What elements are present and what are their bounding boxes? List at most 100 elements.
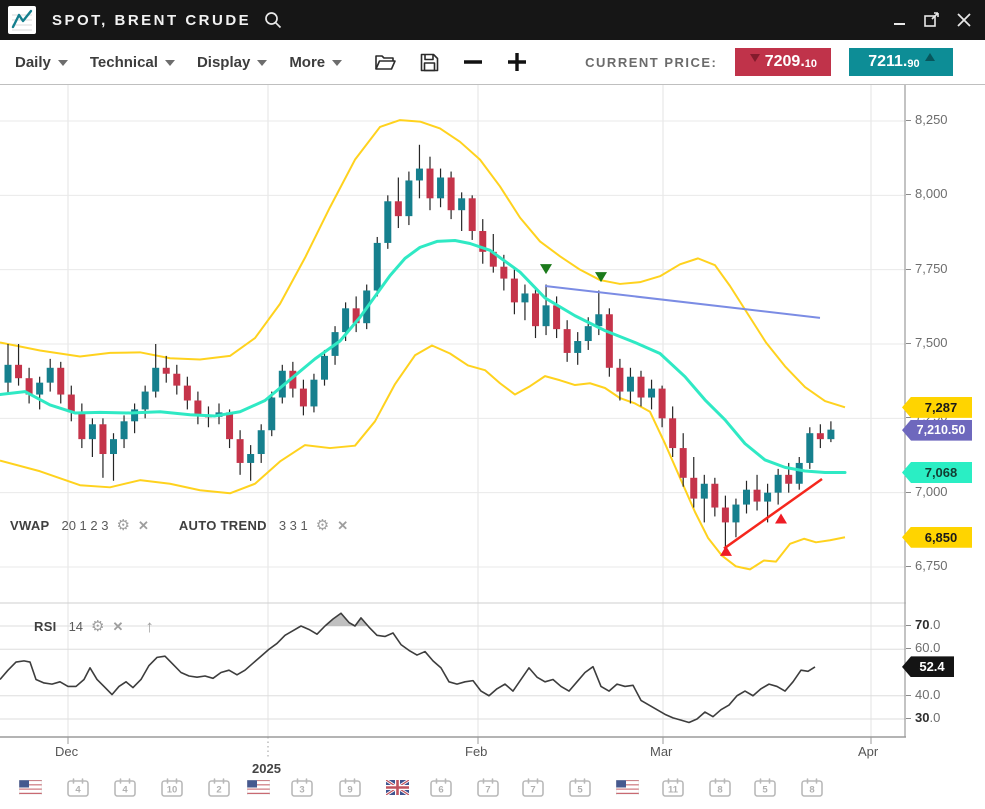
- event-calendar-icon[interactable]: 10: [160, 777, 184, 797]
- event-us-flag-icon[interactable]: [246, 777, 270, 797]
- menu-timeframe[interactable]: Daily: [15, 54, 68, 71]
- save-icon[interactable]: [420, 53, 439, 72]
- candle-body: [352, 308, 360, 324]
- bollinger-lower-band: [0, 344, 846, 571]
- rsi-settings-gear-icon[interactable]: ⚙: [91, 617, 105, 635]
- candle-body: [46, 367, 54, 383]
- chart-area: 8,2508,0007,7507,5007,2507,0006,75070.06…: [0, 85, 985, 809]
- event-calendar-icon[interactable]: 4: [66, 777, 90, 797]
- svg-text:2: 2: [216, 784, 221, 795]
- menu-display[interactable]: Display: [197, 54, 268, 71]
- axis-lines: [0, 85, 906, 759]
- event-calendar-icon[interactable]: 9: [338, 777, 362, 797]
- svg-text:8: 8: [809, 784, 814, 795]
- event-calendar-icon[interactable]: 5: [568, 777, 592, 797]
- event-calendar-icon[interactable]: 8: [800, 777, 824, 797]
- rsi-value-badge: 52.4: [902, 656, 954, 678]
- minimize-button[interactable]: [889, 9, 911, 31]
- close-button[interactable]: [953, 9, 975, 31]
- chevron-down-icon: [57, 60, 68, 66]
- autotrend-indicator-label: AUTO TREND: [178, 518, 267, 533]
- rsi-overbought-fill: [325, 613, 368, 626]
- candle-body: [236, 439, 244, 463]
- candle-body: [384, 201, 392, 243]
- rsi-gridlines: [0, 625, 906, 720]
- candle-body: [57, 367, 65, 395]
- vwap-indicator-label: VWAP: [10, 518, 50, 533]
- price-axis[interactable]: 8,2508,0007,7507,5007,2507,0006,75070.06…: [902, 85, 985, 809]
- candle-body: [458, 198, 466, 211]
- zoom-in-icon[interactable]: [507, 52, 527, 72]
- candle-body: [373, 242, 381, 291]
- price-tick-label: 8,000: [906, 186, 948, 201]
- candle-body: [141, 391, 149, 410]
- price-chart-canvas[interactable]: [0, 85, 906, 809]
- event-calendar-icon[interactable]: 4: [113, 777, 137, 797]
- popout-button[interactable]: [921, 9, 943, 31]
- candle-body: [510, 278, 518, 303]
- candle-body: [816, 433, 824, 440]
- event-calendar-icon[interactable]: 6: [429, 777, 453, 797]
- bid-price-badge: 7209. 10: [735, 48, 832, 76]
- resistance-line[interactable]: [544, 285, 821, 319]
- price-badge: 7,210.50: [902, 419, 972, 441]
- candle-body: [257, 430, 265, 455]
- candle-body: [806, 433, 814, 463]
- candle-body: [110, 439, 117, 455]
- candle-body: [785, 474, 793, 484]
- search-icon[interactable]: [263, 10, 283, 30]
- candle-body: [743, 489, 750, 505]
- candle-body: [637, 376, 645, 398]
- candle-body: [690, 477, 698, 499]
- candle-body: [78, 412, 86, 440]
- candle-body: [173, 373, 181, 386]
- candle-body: [500, 266, 508, 279]
- candle-body: [679, 448, 687, 478]
- menu-more[interactable]: More: [289, 53, 343, 71]
- toolbar: Daily Technical Display More CURRENT PRI…: [0, 40, 985, 85]
- candle-body: [711, 483, 719, 508]
- candle-body: [15, 364, 23, 379]
- candle-body: [542, 305, 550, 327]
- candle-body: [99, 424, 107, 455]
- candle-body: [247, 454, 255, 463]
- arrow-up-icon: [924, 53, 935, 61]
- event-us-flag-icon[interactable]: [18, 777, 42, 797]
- candle-body: [626, 376, 634, 392]
- autotrend-settings-gear-icon[interactable]: ⚙: [315, 516, 330, 534]
- support-line[interactable]: [723, 477, 823, 550]
- svg-text:7: 7: [485, 784, 490, 795]
- candle-body: [489, 251, 497, 267]
- candle-body: [437, 177, 445, 199]
- event-calendar-icon[interactable]: 2: [207, 777, 231, 797]
- svg-text:3: 3: [299, 784, 304, 795]
- event-calendar-icon[interactable]: 11: [661, 777, 685, 797]
- rsi-remove-icon[interactable]: ✕: [112, 618, 124, 634]
- time-axis-label: Dec: [55, 744, 79, 759]
- rsi-move-up-icon[interactable]: ↑: [145, 616, 154, 636]
- menu-more-label: More: [289, 53, 326, 71]
- zoom-out-icon[interactable]: [463, 52, 483, 72]
- candle-body: [447, 177, 455, 211]
- event-calendar-icon[interactable]: 8: [708, 777, 732, 797]
- event-us-flag-icon[interactable]: [615, 777, 639, 797]
- event-calendar-icon[interactable]: 5: [753, 777, 777, 797]
- autotrend-remove-icon[interactable]: ✕: [337, 517, 349, 533]
- event-calendar-icon[interactable]: 3: [290, 777, 314, 797]
- event-calendar-icon[interactable]: 7: [521, 777, 545, 797]
- arrow-down-icon: [749, 54, 760, 62]
- candle-body: [563, 329, 571, 353]
- app-logo-icon: [8, 6, 36, 34]
- candle-body: [120, 421, 128, 440]
- event-calendar-icon[interactable]: 7: [476, 777, 500, 797]
- menu-technical[interactable]: Technical: [90, 54, 175, 71]
- vwap-settings-gear-icon[interactable]: ⚙: [116, 516, 130, 534]
- vwap-remove-icon[interactable]: ✕: [137, 517, 149, 533]
- candle-body: [605, 314, 613, 368]
- event-uk-flag-icon[interactable]: [385, 777, 409, 797]
- candle-body: [289, 370, 297, 389]
- candle-body: [394, 201, 402, 217]
- open-file-icon[interactable]: [374, 53, 396, 71]
- time-gridlines: [67, 85, 872, 737]
- candle-body: [584, 326, 592, 342]
